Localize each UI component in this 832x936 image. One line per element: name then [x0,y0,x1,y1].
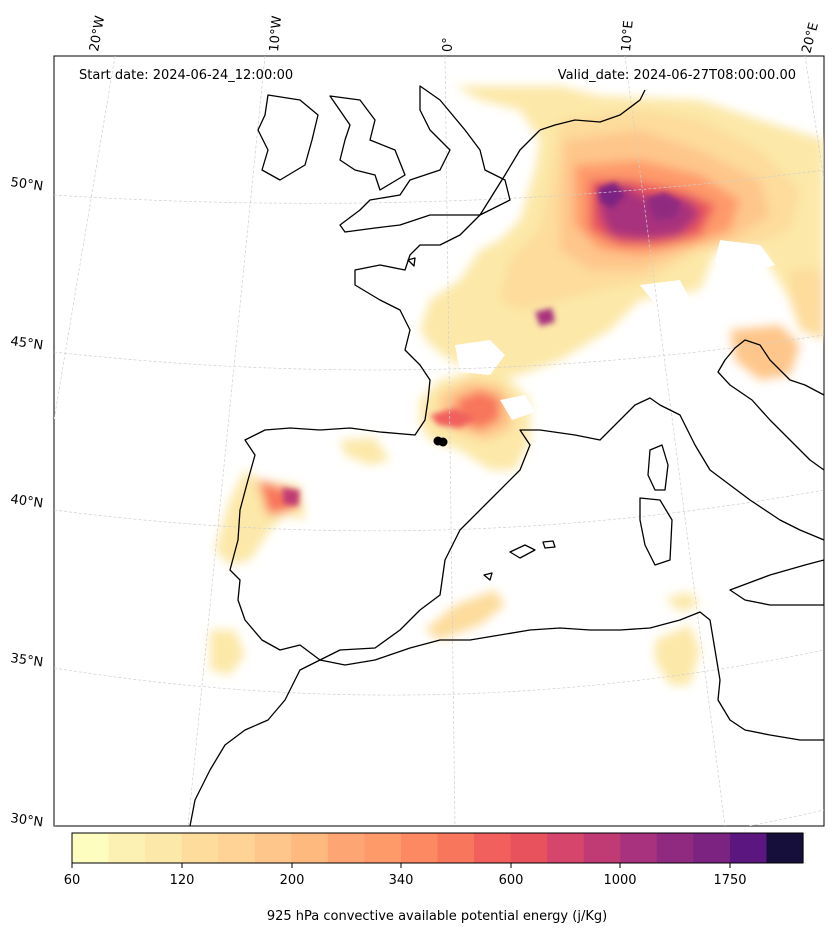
valid-date-label: Valid_date: 2024-06-27T08:00:00.00 [558,68,796,83]
colorbar: 60 120 200 340 600 1000 1750 925 hPa con… [64,832,804,924]
colorbar-cell [254,833,292,863]
colorbar-tick-340: 340 [389,873,414,888]
colorbar-ticks [71,863,731,868]
colorbar-cell [620,833,658,863]
colorbar-frame [71,832,804,864]
lon-label-20w: 20°W [87,15,108,53]
colorbar-cell [291,833,329,863]
colorbar-cell [510,833,548,863]
colorbar-cell [72,833,110,863]
colorbar-tick-1000: 1000 [603,873,636,888]
colorbar-tick-1750: 1750 [713,873,746,888]
colorbar-cell [145,833,183,863]
colorbar-cell [766,833,804,863]
colorbar-cell [364,833,402,863]
colorbar-cells [72,833,804,863]
colorbar-cell [327,833,365,863]
lon-label-0: 0° [441,37,456,52]
graticule [54,56,824,826]
colorbar-cell [474,833,512,863]
colorbar-tick-200: 200 [280,873,305,888]
coastlines [189,85,824,826]
cape-field [210,86,824,685]
colorbar-cell [693,833,731,863]
latitude-labels: 50°N 45°N 40°N 35°N 30°N [9,175,44,830]
lat-label-45n: 45°N [9,334,44,353]
lat-label-50n: 50°N [9,175,44,194]
colorbar-cell [656,833,694,863]
colorbar-cell [437,833,475,863]
longitude-labels: 20°W 10°W 0° 10°E 20°E [87,15,822,55]
lon-label-10w: 10°W [267,15,285,52]
lon-label-20e: 20°E [799,21,822,55]
lat-label-40n: 40°N [9,492,44,511]
colorbar-cell [583,833,621,863]
lon-label-10e: 10°E [619,20,637,52]
station-marker [433,436,448,447]
colorbar-tick-120: 120 [170,873,195,888]
colorbar-cell [729,833,768,863]
lat-label-30n: 30°N [9,811,44,830]
colorbar-cell [218,833,256,863]
colorbar-tick-600: 600 [499,873,524,888]
colorbar-cell [547,833,585,863]
lat-label-35n: 35°N [9,651,44,670]
colorbar-cell [400,833,439,863]
colorbar-cell [108,833,146,863]
colorbar-label: 925 hPa convective available potential e… [267,909,607,924]
colorbar-cell [181,833,219,863]
start-date-label: Start date: 2024-06-24_12:00:00 [79,68,293,83]
colorbar-tick-60: 60 [64,873,81,888]
